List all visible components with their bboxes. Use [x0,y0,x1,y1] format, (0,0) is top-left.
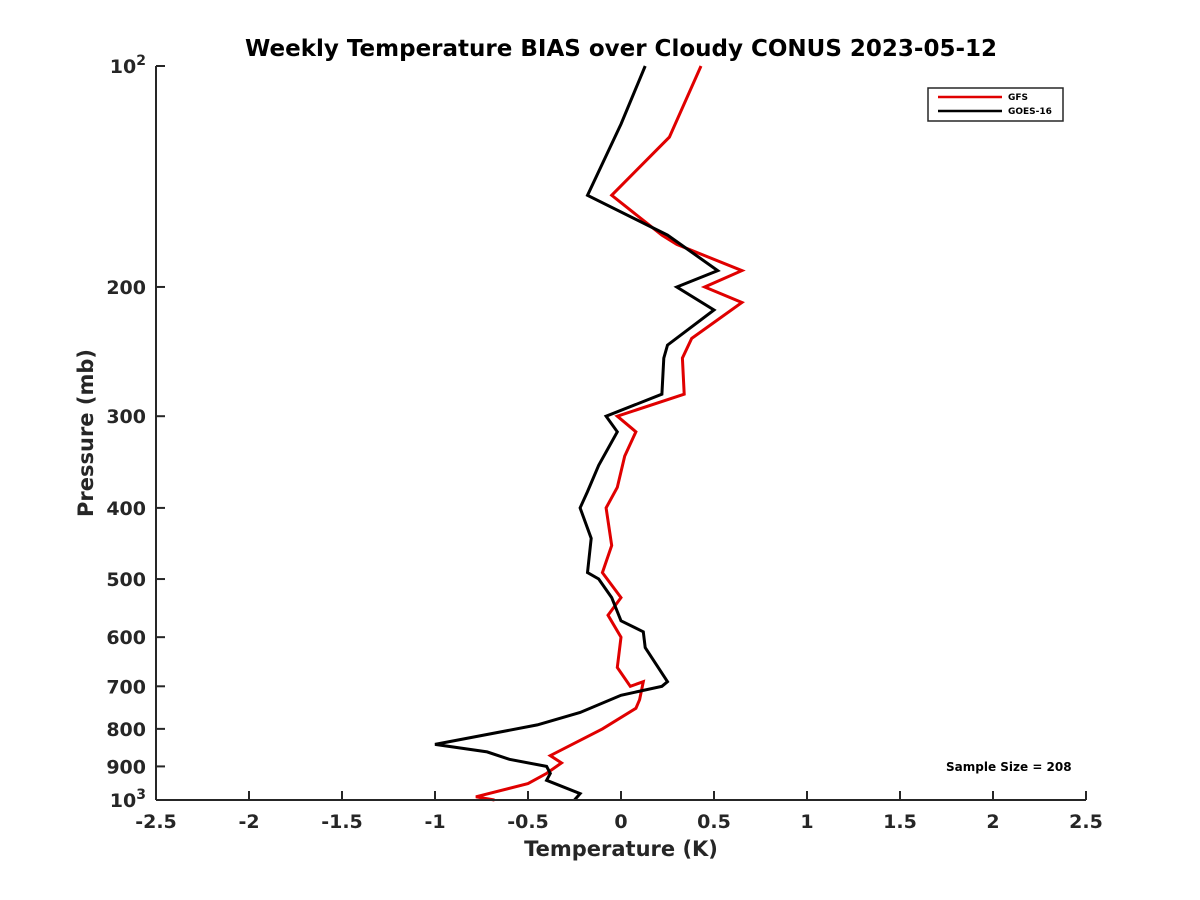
x-tick-label: 1 [800,811,813,833]
x-tick-label: 0.5 [697,811,731,833]
y-tick-label: 900 [106,756,146,778]
chart-title: Weekly Temperature BIAS over Cloudy CONU… [245,36,997,62]
y-tick-label: 300 [106,406,146,428]
y-tick-label: 400 [106,498,146,520]
sample-size-annotation: Sample Size = 208 [946,760,1072,774]
x-tick-label: -1 [424,811,445,833]
y-tick-label: 500 [106,569,146,591]
y-tick-label: 102 [110,53,146,78]
x-tick-label: -2 [238,811,259,833]
x-axis-ticks: -2.5 -2 -1.5 -1 -0.5 0 0.5 1 1.5 2 2.5 [135,791,1103,833]
legend-label-gfs: GFS [1008,93,1028,103]
x-tick-label: -1.5 [321,811,363,833]
x-tick-label: 0 [614,811,627,833]
y-axis-label: Pressure (mb) [74,349,98,517]
y-tick-label: 700 [106,676,146,698]
x-axis-label: Temperature (K) [524,837,718,861]
x-tick-label: -0.5 [507,811,549,833]
x-tick-label: 1.5 [883,811,917,833]
series-line-goes16 [434,65,721,801]
y-tick-label: 103 [110,787,146,812]
series-layer [434,65,746,802]
y-tick-label: 200 [106,277,146,299]
legend-box [927,87,1064,122]
y-tick-label: 600 [106,627,146,649]
y-axis-ticks: 102 200 300 400 500 600 700 800 900 103 [106,53,165,812]
x-tick-label: 2.5 [1069,811,1103,833]
x-tick-label: 2 [986,811,999,833]
series-line-gfs [475,65,746,802]
y-tick-label: 800 [106,719,146,741]
x-tick-label: -2.5 [135,811,177,833]
legend-label-goes16: GOES-16 [1008,107,1052,117]
legend: GFS GOES-16 [927,87,1064,122]
